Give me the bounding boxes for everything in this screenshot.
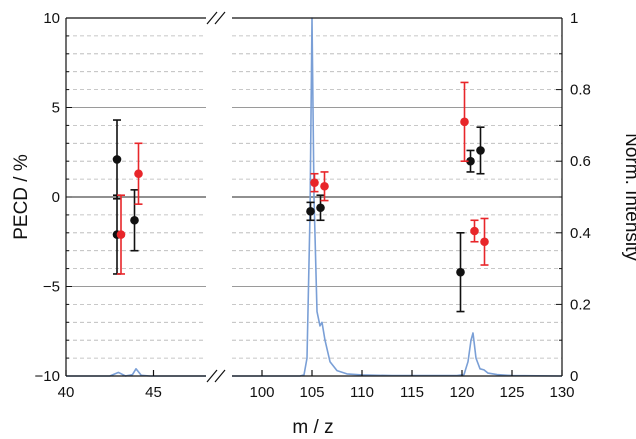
y-tick-label: −10 xyxy=(35,368,60,385)
red-data-point xyxy=(116,230,126,239)
black-data-point xyxy=(316,203,325,213)
spectrum-line xyxy=(66,368,206,377)
axis-break-mark xyxy=(214,369,226,383)
axis-break-mark xyxy=(206,369,218,383)
x-tick-label: 125 xyxy=(499,384,524,401)
y-tick-label: 0 xyxy=(52,189,60,206)
x-tick-label: 130 xyxy=(549,384,574,401)
black-data-point xyxy=(130,215,139,225)
red-data-point xyxy=(134,169,143,179)
red-data-point xyxy=(480,237,489,247)
black-data-point xyxy=(466,156,475,166)
red-data-point xyxy=(320,181,329,191)
x-tick-label: 45 xyxy=(145,384,162,401)
axes xyxy=(65,11,563,383)
black-data-point xyxy=(112,155,122,164)
tick-labels: 40 45 100 105 110 115 120 125 130−10−5051000.20.… xyxy=(35,10,591,401)
red-data-point xyxy=(310,178,319,187)
data-points xyxy=(112,81,489,313)
red-data-point xyxy=(470,226,479,236)
y2-tick-label: 1 xyxy=(570,10,578,27)
x-tick-label: 110 xyxy=(350,384,374,401)
grid-lines xyxy=(66,35,562,359)
red-data-point xyxy=(460,117,469,127)
y2-tick-label: 0.2 xyxy=(570,296,591,313)
x-tick-label: 105 xyxy=(299,384,324,401)
x-tick-label: 115 xyxy=(400,384,424,401)
x-axis-title: m / z xyxy=(292,417,333,438)
y2-tick-label: 0.4 xyxy=(570,225,591,242)
axis-break-mark xyxy=(214,11,226,25)
spectrum-line xyxy=(232,17,563,377)
black-data-point xyxy=(456,267,465,277)
black-data-point xyxy=(476,146,485,155)
y-axis-title: PECD / % xyxy=(11,154,32,240)
y2-axis-title: Norm. Intensity xyxy=(621,133,636,261)
x-tick-label: 120 xyxy=(449,384,474,401)
y2-tick-label: 0.8 xyxy=(570,82,591,99)
y-tick-label: 5 xyxy=(52,100,60,117)
black-data-point xyxy=(306,207,315,216)
y2-tick-label: 0 xyxy=(570,368,578,385)
x-tick-label: 100 xyxy=(249,384,274,401)
y-tick-label: 10 xyxy=(43,10,60,27)
y-tick-label: −5 xyxy=(43,279,60,296)
y2-tick-label: 0.6 xyxy=(570,153,591,170)
axis-break-mark xyxy=(206,11,218,25)
x-tick-label: 40 xyxy=(58,384,75,401)
